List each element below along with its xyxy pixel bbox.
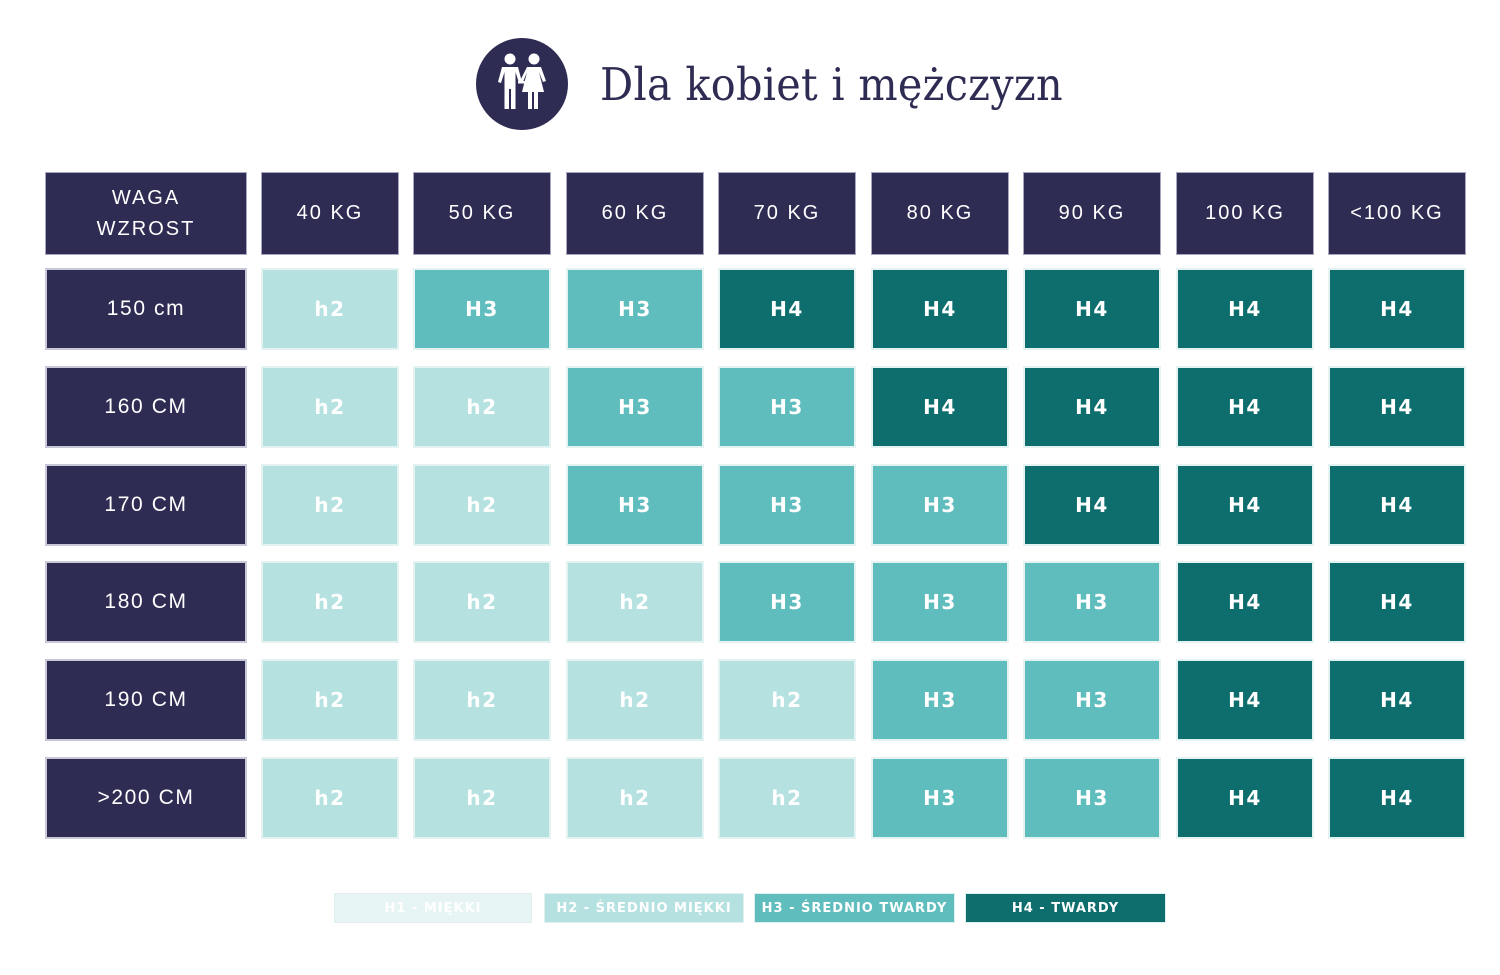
table-cell: H4 (718, 268, 856, 350)
table-cell: H4 (1176, 757, 1314, 839)
table-cell: h2 (718, 659, 856, 741)
table-cell: H4 (1328, 464, 1466, 546)
column-header: 80 KG (871, 172, 1009, 255)
table-cell: h2 (413, 366, 551, 448)
table-cell: H3 (718, 464, 856, 546)
page-title: Dla kobiet i mężczyzn (600, 57, 1063, 111)
table-cell: H3 (566, 464, 704, 546)
column-header: 50 KG (413, 172, 551, 255)
corner-header: WAGA WZROST (45, 172, 247, 255)
table-cell: H3 (1023, 561, 1161, 643)
column-header: <100 KG (1328, 172, 1466, 255)
table-cell: H4 (1328, 366, 1466, 448)
table-cell: H4 (1023, 366, 1161, 448)
corner-label-height: WZROST (96, 217, 196, 240)
table-cell: H3 (718, 366, 856, 448)
row-header: 170 CM (45, 464, 247, 546)
table-cell: H4 (1176, 659, 1314, 741)
row-header: 150 cm (45, 268, 247, 350)
table-cell: h2 (413, 561, 551, 643)
table-cell: H3 (566, 366, 704, 448)
table-cell: H4 (1328, 659, 1466, 741)
legend-item: H4 - TWARDY (965, 893, 1166, 923)
table-cell: h2 (413, 464, 551, 546)
table-cell: H3 (871, 659, 1009, 741)
table-cell: H4 (1023, 464, 1161, 546)
table-cell: H4 (1328, 757, 1466, 839)
page-header: Dla kobiet i mężczyzn (476, 38, 1103, 130)
table-cell: h2 (261, 366, 399, 448)
table-cell: H3 (871, 757, 1009, 839)
legend-item: H3 - ŚREDNIO TWARDY (754, 893, 955, 923)
row-header: 180 CM (45, 561, 247, 643)
table-cell: h2 (718, 757, 856, 839)
table-cell: h2 (261, 561, 399, 643)
table-cell: H3 (566, 268, 704, 350)
table-cell: H3 (1023, 757, 1161, 839)
table-cell: H4 (1328, 561, 1466, 643)
table-cell: H3 (718, 561, 856, 643)
table-cell: H3 (1023, 659, 1161, 741)
table-cell: H4 (1176, 366, 1314, 448)
row-header: >200 CM (45, 757, 247, 839)
table-cell: H4 (1176, 561, 1314, 643)
table-cell: h2 (261, 659, 399, 741)
column-header: 100 KG (1176, 172, 1314, 255)
table-cell: H3 (871, 464, 1009, 546)
legend-item: H2 - ŚREDNIO MIĘKKI (544, 893, 744, 923)
table-cell: H3 (871, 561, 1009, 643)
table-cell: H4 (1023, 268, 1161, 350)
table-cell: H4 (1328, 268, 1466, 350)
table-cell: H3 (413, 268, 551, 350)
corner-label-weight: WAGA (111, 186, 181, 209)
table-cell: H4 (871, 366, 1009, 448)
table-cell: h2 (413, 757, 551, 839)
table-cell: h2 (413, 659, 551, 741)
table-cell: H4 (1176, 268, 1314, 350)
table-cell: H4 (1176, 464, 1314, 546)
table-cell: h2 (261, 757, 399, 839)
column-header: 40 KG (261, 172, 399, 255)
row-header: 190 CM (45, 659, 247, 741)
legend-item: H1 - MIĘKKI (334, 893, 532, 923)
column-header: 60 KG (566, 172, 704, 255)
column-header: 70 KG (718, 172, 856, 255)
row-header: 160 CM (45, 366, 247, 448)
table-cell: h2 (566, 757, 704, 839)
table-cell: h2 (261, 464, 399, 546)
column-header: 90 KG (1023, 172, 1161, 255)
couple-icon (476, 38, 568, 130)
table-cell: h2 (566, 659, 704, 741)
table-cell: H4 (871, 268, 1009, 350)
table-cell: h2 (566, 561, 704, 643)
table-cell: h2 (261, 268, 399, 350)
